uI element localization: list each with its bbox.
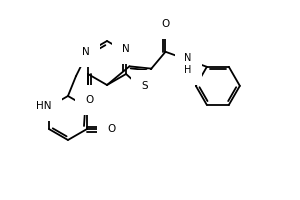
Text: N: N	[122, 44, 130, 54]
Text: HN: HN	[36, 101, 52, 111]
Text: S: S	[141, 81, 148, 91]
Text: N: N	[82, 47, 90, 57]
Text: O: O	[86, 95, 94, 105]
Text: N
H: N H	[184, 53, 192, 75]
Text: O: O	[108, 124, 116, 134]
Text: O: O	[161, 19, 169, 29]
